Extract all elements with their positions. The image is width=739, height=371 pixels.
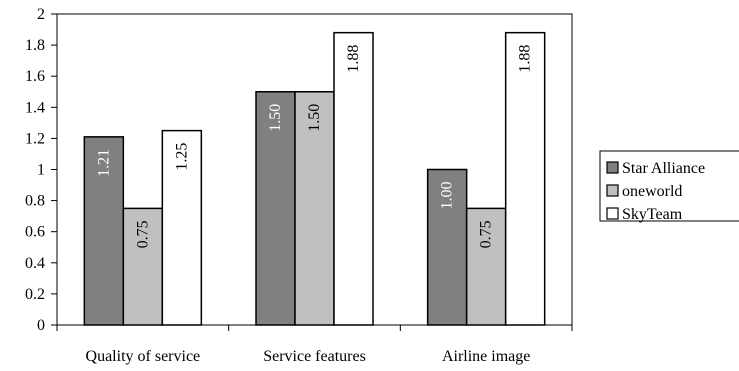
legend-label: SkyTeam	[622, 206, 683, 223]
x-category-label: Airline image	[442, 348, 530, 365]
y-tick-label: 1.4	[25, 99, 45, 116]
legend-label: Star Alliance	[622, 160, 705, 177]
legend-box	[599, 150, 739, 222]
data-label: 1.25	[173, 143, 190, 171]
data-label: 1.21	[95, 149, 112, 177]
y-tick-label: 0.8	[25, 193, 45, 210]
y-tick-label: 0.2	[25, 286, 45, 303]
y-axis: 0 0.2 0.4 0.6 0.8 1 1.2 1.4 1.6 1.8 2	[25, 6, 57, 334]
x-axis: Quality of service Service features Airlin…	[56, 325, 573, 365]
bar	[255, 91, 296, 326]
bar	[504, 31, 546, 326]
data-label: 1.50	[267, 104, 284, 132]
x-category-label: Quality of service	[86, 348, 201, 365]
data-label: 1.50	[306, 104, 323, 132]
data-label-box	[514, 36, 537, 81]
data-label: 1.00	[439, 182, 456, 210]
legend-swatch	[606, 161, 619, 174]
y-tick-label: 1.2	[25, 130, 45, 147]
data-label: 1.88	[345, 45, 362, 73]
legend-label: oneworld	[622, 183, 682, 200]
x-category-label: Service features	[263, 348, 366, 365]
data-label-box	[342, 36, 365, 81]
y-tick-label: 2	[37, 6, 45, 23]
y-tick-label: 1.8	[25, 37, 45, 54]
legend-swatch	[606, 207, 619, 220]
y-tick-label: 0	[37, 317, 45, 334]
y-tick-label: 1	[37, 162, 45, 179]
data-label-box	[170, 134, 193, 179]
data-label: 1.88	[517, 45, 534, 73]
legend: Star Alliance oneworld SkyTeam	[599, 150, 739, 223]
bars: 1.21 0.75 1.25 1.50 1.50 1.88 1.00 0.75 1.88	[83, 31, 546, 326]
y-tick-label: 1.6	[25, 68, 45, 85]
bar	[294, 91, 335, 326]
bar	[83, 136, 125, 326]
data-label: 0.75	[134, 220, 151, 248]
data-label: 0.75	[478, 220, 495, 248]
bar	[333, 31, 374, 326]
y-tick-label: 0.4	[25, 255, 45, 272]
legend-swatch	[606, 184, 619, 197]
y-tick-label: 0.6	[25, 224, 45, 241]
